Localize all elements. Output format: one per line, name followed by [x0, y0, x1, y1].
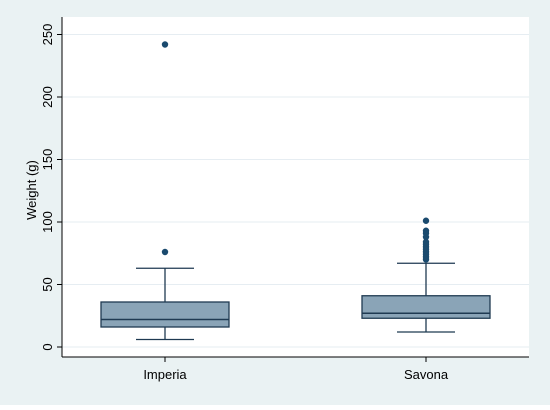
y-tick-label: 0: [40, 343, 55, 350]
outlier-point: [161, 41, 169, 48]
y-tick-label: 250: [40, 24, 55, 46]
interquartile-box: [100, 301, 230, 328]
grid-lines: [62, 34, 529, 348]
y-axis-ticks: 0 50 100 150 200 250: [40, 24, 62, 351]
outlier-point: [422, 227, 430, 234]
x-tick-label-savona: Savona: [404, 367, 449, 382]
outlier-point: [422, 238, 430, 246]
y-tick-label: 150: [40, 149, 55, 171]
x-axis-ticks: Imperia Savona: [143, 357, 449, 382]
box-series: [100, 41, 491, 341]
outlier-point: [161, 248, 169, 256]
x-tick-label-imperia: Imperia: [143, 367, 187, 382]
y-axis-title: Weight (g): [24, 160, 39, 220]
y-tick-label: 50: [40, 277, 55, 291]
outlier-point: [422, 217, 430, 224]
y-tick-label: 100: [40, 211, 55, 233]
y-tick-label: 200: [40, 86, 55, 108]
box-savona: [361, 217, 491, 333]
box-imperia: [100, 41, 230, 341]
interquartile-box: [361, 295, 491, 319]
